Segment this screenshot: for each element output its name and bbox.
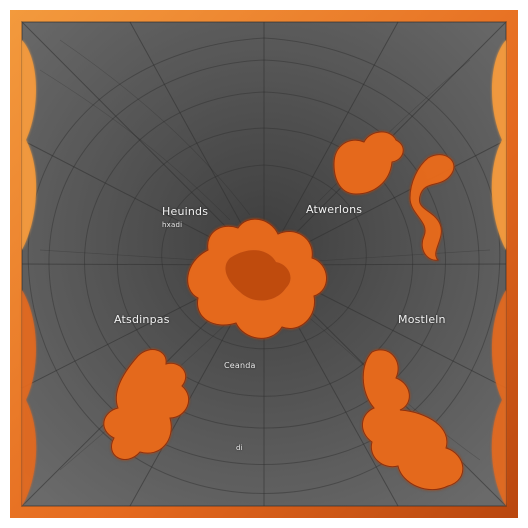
label-top-left: Heuinds — [162, 205, 209, 218]
label-center-bottom: Ceanda — [224, 361, 256, 370]
label-top-left-sub: hxadi — [162, 221, 183, 229]
orange-blobs — [22, 22, 506, 506]
left-bottom-flame — [103, 349, 190, 460]
label-bottom-dot: di — [236, 444, 243, 452]
right-bottom-flame — [362, 349, 464, 491]
top-right-blob — [333, 131, 404, 195]
label-mid-left: Atsdinpas — [114, 313, 170, 326]
label-mid-right: Mostleln — [398, 313, 446, 326]
label-top-right: Atwerlons — [306, 203, 363, 216]
right-squiggle — [409, 154, 455, 261]
